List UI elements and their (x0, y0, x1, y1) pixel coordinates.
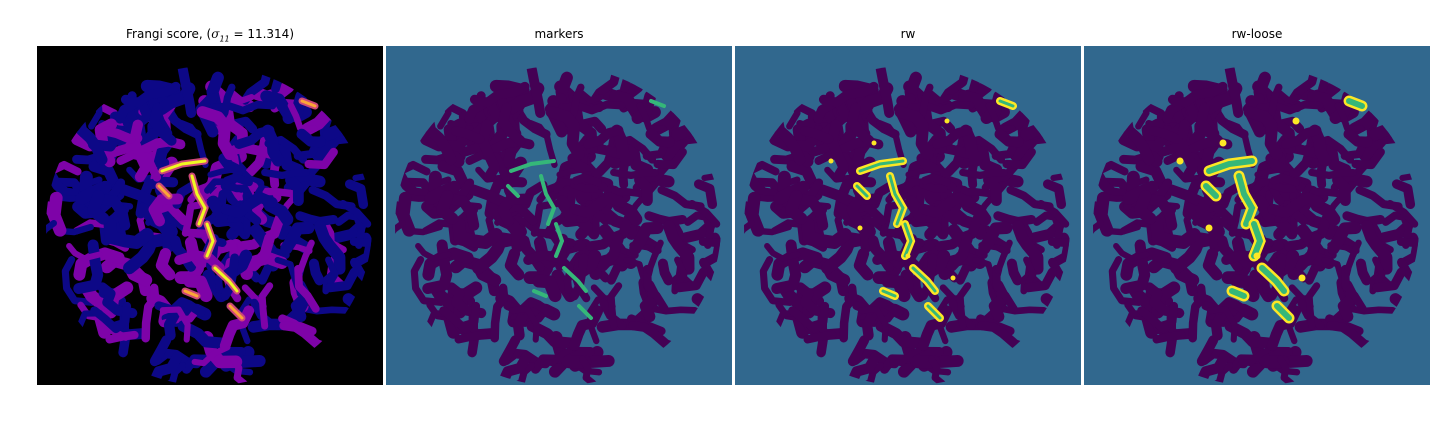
markers-image (386, 46, 732, 385)
rw-loose-panel-title: rw-loose (1231, 27, 1283, 41)
rw-loose-image (1084, 46, 1430, 385)
rw-panel-title: rw (900, 27, 916, 41)
markers-panel-title: markers (534, 27, 584, 41)
frangi-score-image (37, 46, 383, 385)
rw-image (735, 46, 1081, 385)
frangi-panel-title: Frangi score, (σ11 = 11.314) (126, 27, 294, 44)
